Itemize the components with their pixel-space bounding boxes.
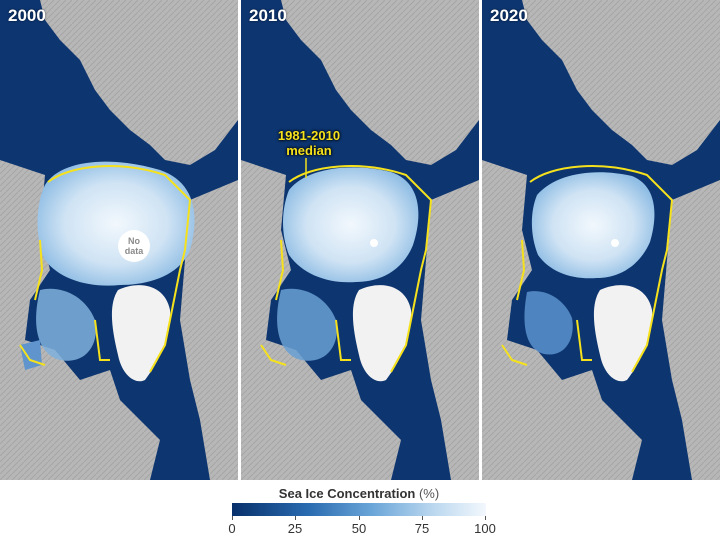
no-data-marker: No data (118, 230, 150, 262)
legend-title: Sea Ice Concentration (%) (232, 486, 486, 501)
median-line-2000 (19, 165, 192, 373)
legend-tick-label: 100 (474, 521, 496, 536)
year-label: 2000 (8, 6, 46, 25)
legend-title-text: Sea Ice Concentration (278, 486, 416, 501)
legend-tick (359, 516, 360, 520)
legend-tick (295, 516, 296, 520)
color-scale-bar (232, 503, 486, 516)
sea-ice-2020 (531, 172, 655, 279)
median-pointer-icon (305, 158, 307, 178)
legend-tick (232, 516, 233, 520)
legend-unit: (%) (418, 486, 440, 501)
arctic-map-2020 (482, 0, 720, 480)
legend-tick (485, 516, 486, 520)
pole-hole (370, 239, 378, 247)
pole-hole (611, 239, 619, 247)
legend-tick-label: 75 (414, 521, 430, 536)
arctic-map-2010 (241, 0, 479, 480)
sea-ice-2010 (283, 167, 419, 283)
sea-ice-2000 (37, 161, 195, 286)
year-label: 2020 (490, 6, 528, 25)
map-panel-2000: 2000 No data (0, 0, 238, 480)
map-panel-2010: 2010 1981-2010 median (241, 0, 479, 480)
map-panel-2020: 2020 (482, 0, 720, 480)
median-line-2010 (260, 165, 433, 373)
legend-tick-label: 0 (228, 521, 236, 536)
legend-tick-label: 50 (351, 521, 367, 536)
legend-tick-label: 25 (287, 521, 303, 536)
year-label: 2010 (249, 6, 287, 25)
legend-tick (422, 516, 423, 520)
median-label: 1981-2010 median (277, 128, 341, 158)
median-line-2020 (501, 165, 674, 373)
arctic-map-2000 (0, 0, 238, 480)
